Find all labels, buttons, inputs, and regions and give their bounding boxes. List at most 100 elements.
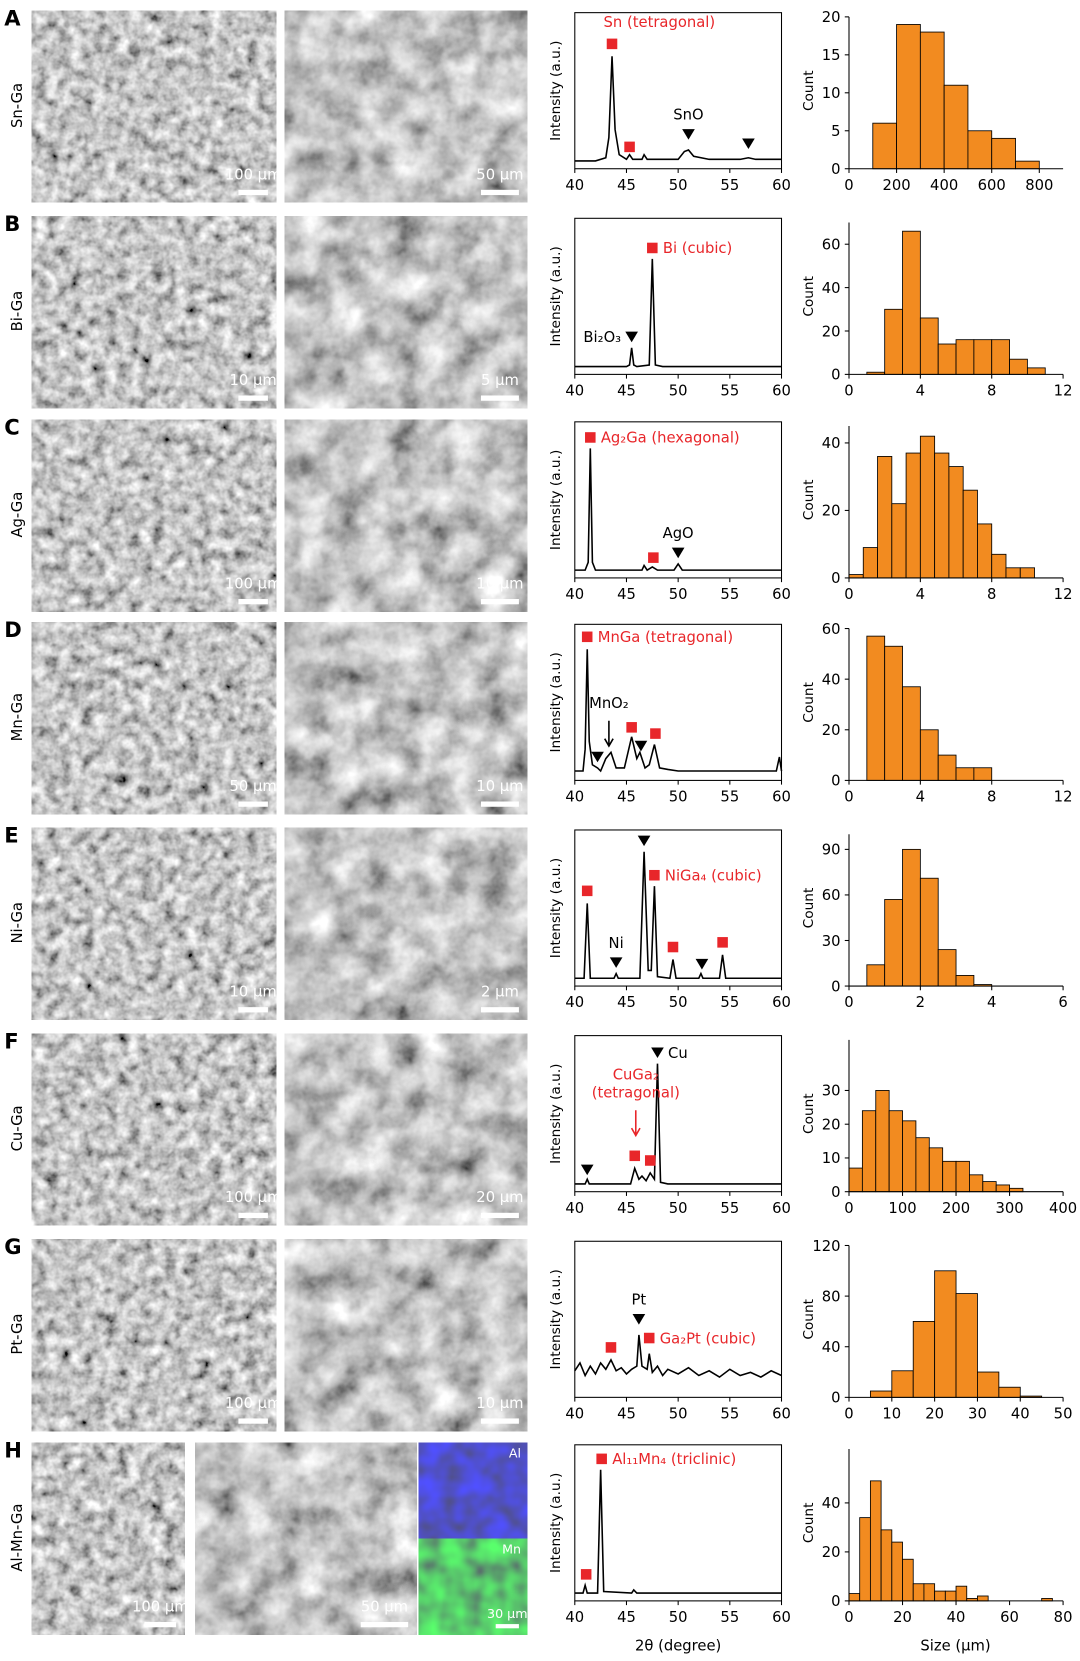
phase-marker [651,1047,664,1059]
sem-image [31,1239,277,1432]
phase-marker [649,869,660,881]
sem-image [284,419,528,612]
y-axis-title: Intensity (a.u.) [548,41,564,141]
scale-bar-label: 10 μm [476,778,523,795]
phase-marker [667,941,679,953]
x-tick-label: 200 [942,1200,970,1217]
x-tick-label: 50 [669,994,688,1011]
sem-image [31,419,277,612]
y-tick-label: 80 [822,1288,841,1305]
y-tick-label: 0 [831,367,840,384]
y-axis-title: Count [801,1298,817,1339]
phase-label: Bi (cubic) [663,240,732,257]
hist-bar [1009,358,1028,375]
x-tick-label: 45 [617,1405,636,1422]
y-axis-title: Intensity (a.u.) [548,1063,564,1163]
y-axis-title: Count [801,1502,817,1543]
phase-label: Ag₂Ga (hexagonal) [601,430,740,447]
x-tick-label: 60 [772,788,791,805]
phase-marker [581,885,593,897]
x-tick-label: 50 [669,1405,688,1422]
y-tick-label: 0 [831,773,840,790]
phase-label: MnO₂ [589,695,629,712]
hist-bar [955,1160,970,1193]
hist-bar [934,452,950,579]
x-tick-label: 60 [772,994,791,1011]
scale-bar-label: 2 μm [481,984,519,1001]
hist-bar [955,975,975,987]
y-axis-title: Count [801,70,817,111]
x-tick-label: 45 [617,994,636,1011]
hist-bar [955,1293,978,1398]
hist-bar [955,1585,968,1602]
phase-marker [634,740,648,752]
hist-bar [991,339,1010,375]
phase-marker [580,1164,594,1176]
hist-bar [934,1270,957,1398]
x-tick-label: 8 [987,382,996,399]
x-tick-label: 20 [925,1405,944,1422]
x-tick-label: 60 [772,586,791,603]
phase-label: Ga₂Pt (cubic) [660,1330,756,1347]
y-tick-label: 20 [822,323,841,340]
phase-marker [695,958,709,970]
y-tick-label: 0 [831,1593,840,1610]
phase-marker [644,1155,656,1166]
hist-bar [991,137,1016,170]
x-tick-label: 50 [669,1609,688,1626]
x-tick-label: 40 [565,994,584,1011]
sem-image [284,10,528,203]
x-tick-label: 300 [995,1200,1023,1217]
x-tick-label: 45 [617,1609,636,1626]
hist-bar [862,547,878,579]
y-tick-label: 0 [831,1390,840,1407]
hist-bar [859,1517,871,1602]
phase-label: Ni [609,935,624,952]
x-tick-label: 4 [916,382,925,399]
x-tick-label: 12 [1054,382,1073,399]
y-axis-title: Intensity (a.u.) [548,246,564,346]
y-tick-label: 0 [831,570,840,587]
scale-bar-label: 100 μm [225,166,282,183]
sample-label: Mn-Ga [9,693,26,741]
x-tick-label: 55 [720,994,739,1011]
y-axis-title: Intensity (a.u.) [548,450,564,550]
panel-letter: G [4,1234,21,1259]
hist-bar [937,754,957,781]
x-tick-label: 60 [772,1405,791,1422]
hist-bar [902,848,921,987]
y-tick-label: 15 [822,47,841,64]
scale-bar [480,801,519,807]
x-tick-label: 50 [1054,1405,1073,1422]
phase-label: Sn (tetragonal) [604,14,716,31]
phase-marker [625,331,638,343]
phase-label: SnO [673,107,703,124]
scale-bar-label: 100 μm [225,575,282,592]
hist-bar [866,964,886,987]
x-tick-label: 40 [565,788,584,805]
scale-bar-label: 10 μm [476,575,523,592]
x-tick-label: 45 [617,382,636,399]
y-tick-label: 20 [822,1544,841,1561]
scale-bar-label: 100 μm [225,1189,282,1206]
x-tick-label: 55 [720,586,739,603]
x-tick-label: 50 [669,177,688,194]
hist-bar [1005,567,1021,579]
xrd-curve [574,851,782,980]
x-tick-label: 55 [720,1405,739,1422]
x-tick-label: 40 [565,586,584,603]
x-axis-title: Size (μm) [920,1637,990,1654]
hist-bar [962,489,978,579]
scale-bar-label: 10 μm [230,984,277,1001]
hist-bar [905,452,921,579]
y-axis-title: Count [801,1093,817,1134]
hist-bar [875,1090,890,1193]
sample-label: Bi-Ga [9,291,26,332]
y-axis-title: Intensity (a.u.) [548,858,564,958]
hist-bar [982,1181,997,1193]
scale-bar-label: 30 μm [487,1606,527,1621]
hist-bar [902,686,921,781]
hist-bar [977,1595,989,1602]
scale-bar [480,395,519,401]
hist-bar [915,1137,930,1193]
